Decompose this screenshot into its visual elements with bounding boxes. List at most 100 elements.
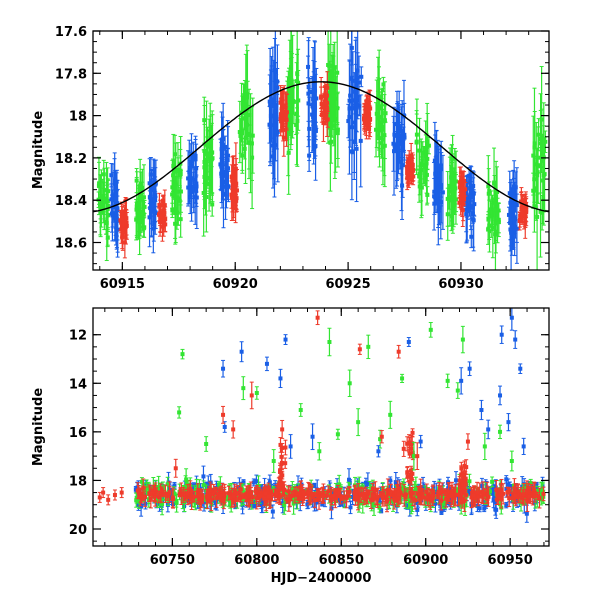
top-blue-point [471,204,475,208]
top-blue-point [219,165,223,169]
top-blue-point [306,92,310,96]
top-blue-point [152,198,156,202]
top-blue-point [469,235,473,239]
top-blue-point [397,138,401,142]
top-red-point [461,202,465,206]
top-blue-point [347,107,351,111]
top-green-point [543,140,547,144]
top-red-point [367,116,371,120]
top-red-point [411,163,415,167]
top-blue-point [307,154,311,158]
top-green-point [179,217,183,221]
top-red-point [460,187,464,191]
top-green-point [379,123,383,127]
top-green-point [536,163,540,167]
top-green-point [449,179,453,183]
bottom-red-early-point [101,491,105,495]
top-green-point [376,112,380,116]
top-red-point [162,210,166,214]
top-green-point [446,212,450,216]
top-x-tick-label: 60915 [100,277,145,292]
top-blue-point [439,200,443,204]
top-y-tick-label: 18.4 [55,194,87,209]
top-blue-point [109,173,113,177]
top-green-point [493,208,497,212]
top-blue-point [193,183,197,187]
top-green-point [531,154,535,158]
top-green-point [335,106,339,110]
bottom-blue-point [347,478,351,482]
top-x-tick-label: 60925 [325,277,370,292]
top-green-point [247,113,251,117]
top-y-tick-label: 18 [69,110,87,125]
top-green-point [179,172,183,176]
bottom-blue-point [494,508,498,512]
top-green-point [383,119,387,123]
top-green-point [450,185,454,189]
top-red-point [159,215,163,219]
top-green-point [328,141,332,145]
top-green-point [487,192,491,196]
top-green-point [204,185,208,189]
top-blue-point [226,154,230,158]
bottom-red-early-point [120,491,124,495]
top-blue-point [512,217,516,221]
top-y-axis-title: Magnitude [31,111,46,190]
top-y-tick-label: 17.8 [55,67,87,82]
top-blue-point [359,139,363,143]
top-red-point [163,222,167,226]
top-red-point [123,240,127,244]
top-green-point [329,64,333,68]
top-red-point [123,220,127,224]
top-red-point [284,112,288,116]
top-red-point [325,107,329,111]
top-green-point [207,153,211,157]
top-green-point [540,134,544,138]
top-blue-point [311,97,315,101]
top-green-point [447,195,451,199]
top-green-point [331,85,335,89]
top-blue-point [223,145,227,149]
bottom-blue-point [525,512,529,516]
top-green-point [425,193,429,197]
top-blue-point [465,212,469,216]
top-green-point [138,219,142,223]
top-green-point [134,218,138,222]
top-blue-point [357,81,361,85]
top-green-point [486,228,490,232]
top-red-point [319,94,323,98]
top-green-point [138,184,142,188]
top-blue-point [268,123,272,127]
top-green-point [418,184,422,188]
bottom-blue-point [454,478,458,482]
top-red-point [405,165,409,169]
top-blue-point [355,147,359,151]
top-green-point [425,157,429,161]
top-blue-point [350,77,354,81]
top-blue-point [359,75,363,79]
top-red-point [325,94,329,98]
top-green-point [335,71,339,75]
top-y-tick-label: 18.6 [55,237,87,252]
bottom-red-early-point [113,493,117,497]
top-green-point [336,128,340,132]
top-green-point [99,204,103,208]
top-blue-point [391,142,395,146]
top-green-point [174,169,178,173]
bottom-blue-point [271,510,275,514]
top-blue-point [114,198,118,202]
top-green-point [295,112,299,116]
top-blue-point [273,110,277,114]
top-green-point [178,199,182,203]
top-blue-point [401,163,405,167]
top-red-point [362,117,366,121]
bottom-blue-point [482,507,486,511]
bottom-blue-point [201,474,205,478]
top-red-point [524,207,528,211]
bottom-blue-point [506,483,510,487]
top-red-point [410,173,414,177]
bottom-blue-point [349,505,353,509]
top-green-point [135,203,139,207]
top-x-tick-label: 60930 [438,277,483,292]
